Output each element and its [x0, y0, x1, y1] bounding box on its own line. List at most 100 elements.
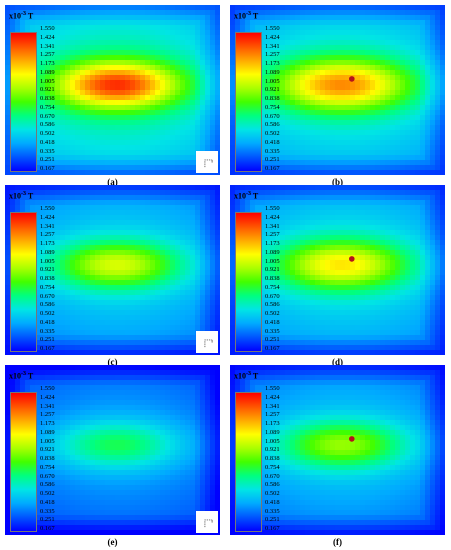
field-cell: [105, 300, 111, 306]
field-cell: [140, 270, 146, 276]
field-cell: [245, 15, 251, 21]
field-cell: [265, 90, 271, 96]
field-cell: [150, 120, 156, 126]
field-cell: [290, 60, 296, 66]
field-cell: [345, 35, 351, 41]
field-cell: [345, 185, 351, 191]
colorbar-tick-label: 0.838: [40, 95, 55, 102]
field-cell: [145, 135, 151, 141]
field-cell: [285, 235, 291, 241]
field-cell: [405, 200, 411, 206]
field-cell: [380, 200, 386, 206]
field-cell: [215, 105, 220, 111]
field-cell: [330, 130, 336, 136]
field-cell: [155, 325, 161, 331]
field-cell: [315, 115, 321, 121]
field-cell: [50, 275, 56, 281]
field-cell: [270, 140, 276, 146]
field-cell: [120, 280, 126, 286]
field-cell: [370, 55, 376, 61]
field-cell: [55, 35, 61, 41]
field-cell: [5, 120, 11, 126]
field-cell: [215, 275, 220, 281]
field-cell: [430, 30, 436, 36]
field-cell: [55, 20, 61, 26]
field-cell: [175, 80, 181, 86]
field-cell: [120, 255, 126, 261]
field-cell: [415, 55, 421, 61]
field-cell: [180, 5, 186, 11]
field-cell: [95, 75, 101, 81]
field-cell: [210, 280, 216, 286]
field-cell: [115, 80, 121, 86]
field-cell: [210, 260, 216, 266]
field-cell: [140, 340, 146, 346]
field-cell: [110, 270, 116, 276]
field-cell: [285, 245, 291, 251]
field-cell: [170, 115, 176, 121]
field-cell: [355, 150, 361, 156]
field-cell: [320, 95, 326, 101]
field-cell: [405, 195, 411, 201]
field-cell: [375, 95, 381, 101]
colorbar-tick-label: 0.167: [265, 165, 280, 172]
field-cell: [270, 55, 276, 61]
field-cell: [430, 65, 436, 71]
field-cell: [425, 25, 431, 31]
field-cell: [100, 270, 106, 276]
field-cell: [20, 185, 26, 191]
field-cell: [275, 190, 281, 196]
field-cell: [15, 185, 21, 191]
field-cell: [185, 85, 191, 91]
field-cell: [385, 125, 391, 131]
field-cell: [5, 10, 11, 16]
field-map-c: [5, 185, 220, 355]
field-cell: [75, 225, 81, 231]
field-cell: [320, 190, 326, 196]
field-cell: [110, 325, 116, 331]
field-cell: [300, 220, 306, 226]
field-cell: [80, 260, 86, 266]
field-cell: [110, 60, 116, 66]
field-cell: [85, 255, 91, 261]
field-cell: [370, 190, 376, 196]
field-cell: [425, 50, 431, 56]
field-cell: [335, 120, 341, 126]
field-cell: [395, 135, 401, 141]
field-cell: [205, 50, 211, 56]
field-cell: [435, 160, 441, 166]
field-cell: [90, 185, 96, 191]
field-cell: [295, 105, 301, 111]
field-cell: [95, 250, 101, 256]
field-cell: [300, 225, 306, 231]
field-cell: [195, 80, 201, 86]
field-cell: [410, 210, 416, 216]
field-cell: [215, 225, 220, 231]
field-cell: [415, 85, 421, 91]
field-cell: [175, 315, 181, 321]
field-cell: [335, 190, 341, 196]
field-cell: [140, 225, 146, 231]
field-cell: [420, 40, 426, 46]
field-cell: [55, 290, 61, 296]
field-cell: [90, 325, 96, 331]
field-cell: [10, 10, 16, 16]
field-cell: [190, 200, 196, 206]
field-cell: [405, 215, 411, 221]
field-cell: [400, 150, 406, 156]
field-cell: [265, 185, 271, 191]
field-cell: [430, 25, 436, 31]
field-cell: [400, 210, 406, 216]
field-cell: [70, 215, 76, 221]
field-cell: [50, 290, 56, 296]
field-cell: [435, 95, 441, 101]
field-cell: [210, 100, 216, 106]
field-cell: [275, 80, 281, 86]
field-cell: [365, 90, 371, 96]
field-cell: [5, 270, 11, 276]
field-cell: [435, 55, 441, 61]
field-cell: [125, 330, 131, 336]
field-cell: [420, 200, 426, 206]
field-cell: [380, 225, 386, 231]
field-cell: [370, 85, 376, 91]
